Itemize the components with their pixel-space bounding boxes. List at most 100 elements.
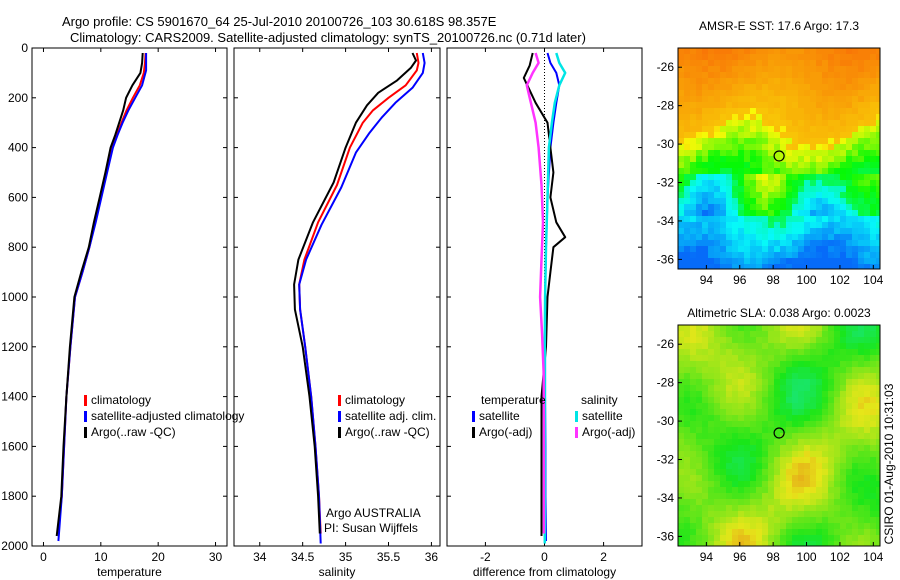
map-cell (846, 246, 853, 253)
map-cell (786, 499, 793, 506)
map-cell (852, 204, 859, 211)
map-cell (840, 529, 847, 536)
map-cell (732, 246, 739, 253)
difference-xtick-label: 0 (541, 550, 548, 564)
map-cell (732, 445, 739, 452)
map-cell (864, 439, 871, 446)
map-cell (846, 108, 853, 115)
map-cell (678, 481, 685, 488)
map-cell (798, 180, 805, 187)
map-cell (762, 186, 769, 193)
map-cell (786, 379, 793, 386)
map-cell (690, 174, 697, 181)
map-cell (774, 60, 781, 67)
map-cell (702, 90, 709, 97)
map-cell (702, 264, 709, 271)
map-cell (714, 439, 721, 446)
map-cell (828, 78, 835, 85)
map-cell (840, 228, 847, 235)
map-cell (762, 451, 769, 458)
map-cell (864, 529, 871, 536)
map-cell (756, 66, 763, 73)
map-cell (798, 511, 805, 518)
map-cell (768, 156, 775, 163)
map-cell (786, 210, 793, 217)
map-cell (684, 469, 691, 476)
map-cell (678, 499, 685, 506)
map-cell (780, 144, 787, 151)
map-cell (738, 493, 745, 500)
map-cell (804, 541, 811, 548)
map-cell (822, 451, 829, 458)
map-cell (786, 162, 793, 169)
map-cell (768, 463, 775, 470)
map-cell (858, 397, 865, 404)
map-cell (792, 325, 799, 332)
sst-map-ytick-label: -28 (657, 99, 675, 113)
map-cell (726, 222, 733, 229)
map-cell (678, 186, 685, 193)
map-cell (732, 361, 739, 368)
map-cell (732, 228, 739, 235)
salinity-series-1 (298, 52, 426, 544)
map-cell (726, 186, 733, 193)
map-cell (798, 72, 805, 79)
map-cell (804, 463, 811, 470)
map-cell (834, 132, 841, 139)
map-cell (816, 343, 823, 350)
map-cell (792, 541, 799, 548)
map-cell (744, 60, 751, 67)
map-cell (792, 96, 799, 103)
map-cell (840, 409, 847, 416)
map-cell (858, 415, 865, 422)
map-cell (726, 523, 733, 530)
map-cell (870, 493, 877, 500)
map-cell (702, 517, 709, 524)
map-cell (768, 469, 775, 476)
map-cell (738, 246, 745, 253)
map-cell (798, 150, 805, 157)
map-cell (840, 541, 847, 548)
map-cell (792, 120, 799, 127)
map-cell (852, 114, 859, 121)
map-cell (774, 180, 781, 187)
map-cell (678, 343, 685, 350)
map-cell (798, 144, 805, 151)
map-cell (768, 96, 775, 103)
sst-map-ytick-label: -30 (657, 137, 675, 151)
map-cell (864, 228, 871, 235)
map-cell (786, 331, 793, 338)
map-cell (828, 373, 835, 380)
map-cell (840, 114, 847, 121)
map-cell (696, 150, 703, 157)
map-cell (816, 114, 823, 121)
temp-legend-climatology-label: climatology (91, 393, 151, 407)
map-cell (816, 433, 823, 440)
map-cell (690, 78, 697, 85)
sst-map-ytick-label: -34 (657, 214, 675, 228)
map-cell (696, 60, 703, 67)
map-cell (792, 355, 799, 362)
map-cell (696, 72, 703, 79)
map-cell (816, 246, 823, 253)
map-cell (684, 457, 691, 464)
map-cell (702, 421, 709, 428)
map-cell (714, 463, 721, 470)
map-cell (822, 66, 829, 73)
map-cell (870, 252, 877, 259)
map-cell (852, 409, 859, 416)
map-cell (744, 240, 751, 247)
map-cell (678, 90, 685, 97)
map-cell (822, 156, 829, 163)
map-cell (702, 132, 709, 139)
map-cell (852, 445, 859, 452)
map-cell (852, 511, 859, 518)
map-cell (702, 523, 709, 530)
map-cell (852, 174, 859, 181)
map-cell (732, 331, 739, 338)
map-cell (870, 198, 877, 205)
salinity-panel-frame (233, 47, 441, 547)
map-cell (834, 409, 841, 416)
map-cell (750, 162, 757, 169)
map-cell (864, 427, 871, 434)
